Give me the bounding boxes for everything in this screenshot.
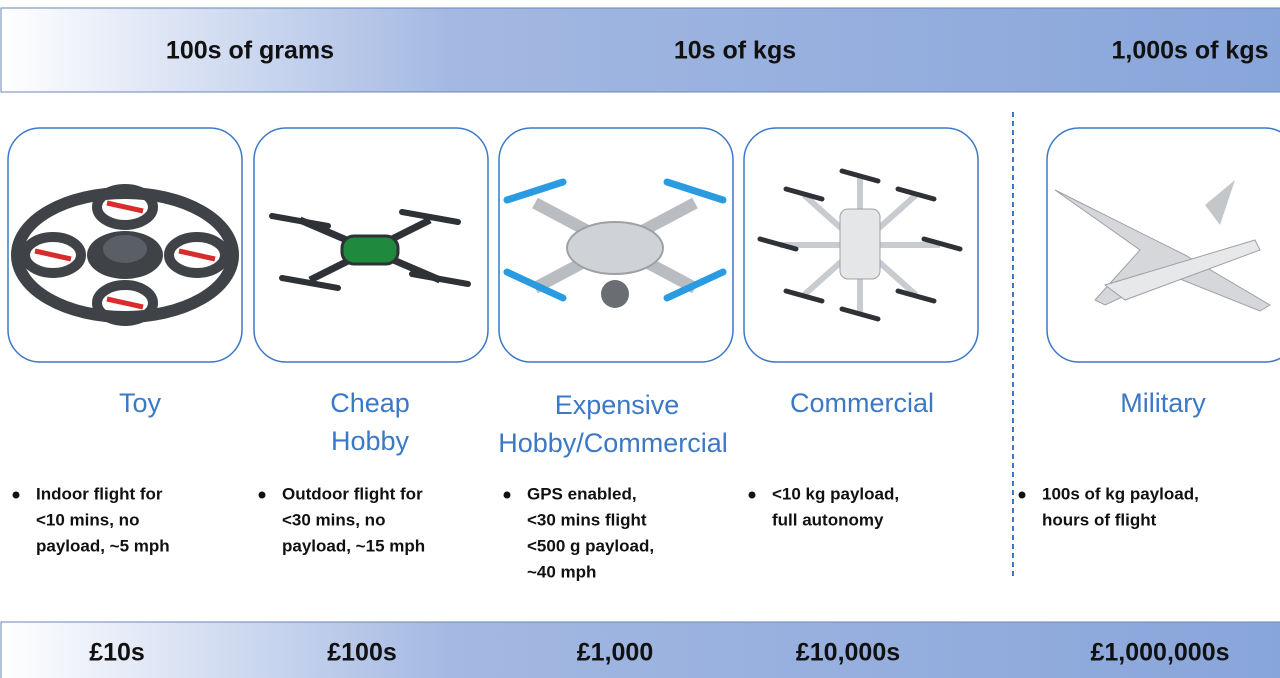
price-label: £10,000s xyxy=(796,639,900,667)
class-detail: <30 mins, no xyxy=(282,510,385,529)
class-detail: full autonomy xyxy=(772,510,884,529)
infographic: 100s of grams 10s of kgs 1,000s of kgs £10s… xyxy=(0,0,1280,678)
price-label: £10s xyxy=(89,639,145,667)
class-detail: hours of flight xyxy=(1042,510,1157,529)
class-detail: <30 mins flight xyxy=(527,510,647,529)
class-title: Commercial xyxy=(790,388,934,418)
price-label: £1,000,000s xyxy=(1090,639,1229,667)
class-detail: payload, ~5 mph xyxy=(36,536,170,555)
weight-label: 100s of grams xyxy=(166,37,334,65)
bullet-dot xyxy=(13,492,20,499)
class-title: Toy xyxy=(119,388,162,418)
class-title: Hobby/Commercial xyxy=(498,428,728,458)
class-detail: Outdoor flight for xyxy=(282,484,423,503)
class-title: Hobby xyxy=(331,426,410,456)
class-detail: GPS enabled, xyxy=(527,484,637,503)
bullet-dot xyxy=(504,492,511,499)
class-detail: <500 g payload, xyxy=(527,536,654,555)
class-detail: <10 mins, no xyxy=(36,510,139,529)
class-title: Military xyxy=(1120,388,1206,418)
class-title: Expensive xyxy=(555,390,680,420)
bullet-dot xyxy=(259,492,266,499)
class-title: Cheap xyxy=(330,388,410,418)
weight-label: 10s of kgs xyxy=(674,37,796,65)
bullet-dot xyxy=(749,492,756,499)
toy-drone-icon xyxy=(17,189,233,321)
class-detail: 100s of kg payload, xyxy=(1042,484,1199,503)
price-label: £100s xyxy=(327,639,397,667)
price-label: £1,000 xyxy=(577,639,653,667)
class-detail: <10 kg payload, xyxy=(772,484,899,503)
bullet-dot xyxy=(1019,492,1026,499)
class-detail: Indoor flight for xyxy=(36,484,163,503)
class-detail: payload, ~15 mph xyxy=(282,536,425,555)
weight-label: 1,000s of kgs xyxy=(1111,37,1268,65)
class-detail: ~40 mph xyxy=(527,562,596,581)
